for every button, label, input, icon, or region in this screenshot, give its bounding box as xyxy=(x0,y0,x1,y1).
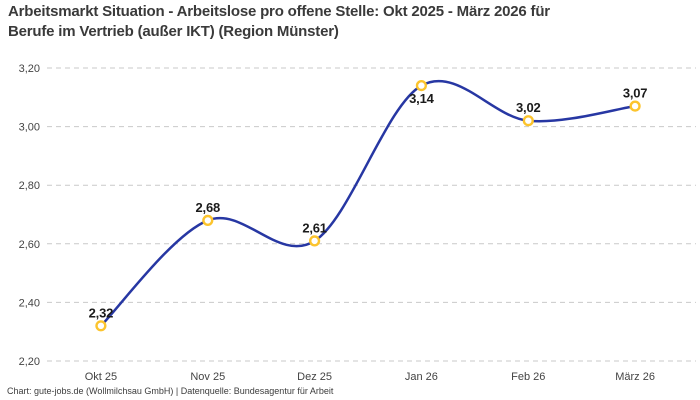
data-point-marker xyxy=(309,235,321,247)
data-point-marker xyxy=(202,214,214,227)
data-point-label: 2,32 xyxy=(89,305,114,320)
data-point-label: 3,02 xyxy=(516,100,541,115)
x-axis-tick-label: Dez 25 xyxy=(297,371,332,383)
y-axis-tick-label: 2,60 xyxy=(19,239,40,251)
data-point-label: 3,14 xyxy=(409,91,434,106)
chart-title-line1: Arbeitsmarkt Situation - Arbeitslose pro… xyxy=(8,3,550,20)
chart-title-line2: Berufe im Vertrieb (außer IKT) (Region M… xyxy=(8,23,339,40)
data-point-label: 3,07 xyxy=(623,86,648,101)
data-point-label: 2,68 xyxy=(196,200,221,215)
data-point-marker xyxy=(95,320,107,332)
data-point-marker xyxy=(522,115,534,127)
chart-title: Arbeitsmarkt Situation - Arbeitslose pro… xyxy=(8,2,550,42)
x-axis-tick-label: Jan 26 xyxy=(405,371,438,383)
data-point-marker xyxy=(629,100,641,112)
data-point-marker xyxy=(415,79,428,92)
chart-footer: Chart: gute-jobs.de (Wollmilchsau GmbH) … xyxy=(7,386,334,396)
x-axis-tick-label: März 26 xyxy=(615,371,655,383)
y-axis-tick-label: 3,00 xyxy=(19,122,40,134)
data-point-label: 2,61 xyxy=(302,220,327,235)
x-axis-tick-label: Okt 25 xyxy=(85,371,117,383)
y-axis-tick-label: 2,40 xyxy=(19,297,40,309)
x-axis-tick-label: Nov 25 xyxy=(190,371,225,383)
y-axis-tick-label: 2,20 xyxy=(19,356,40,368)
y-axis-tick-label: 3,20 xyxy=(19,63,40,75)
y-axis-tick-label: 2,80 xyxy=(19,180,40,192)
x-axis-tick-label: Feb 26 xyxy=(511,371,545,383)
line-series-path xyxy=(99,79,637,328)
